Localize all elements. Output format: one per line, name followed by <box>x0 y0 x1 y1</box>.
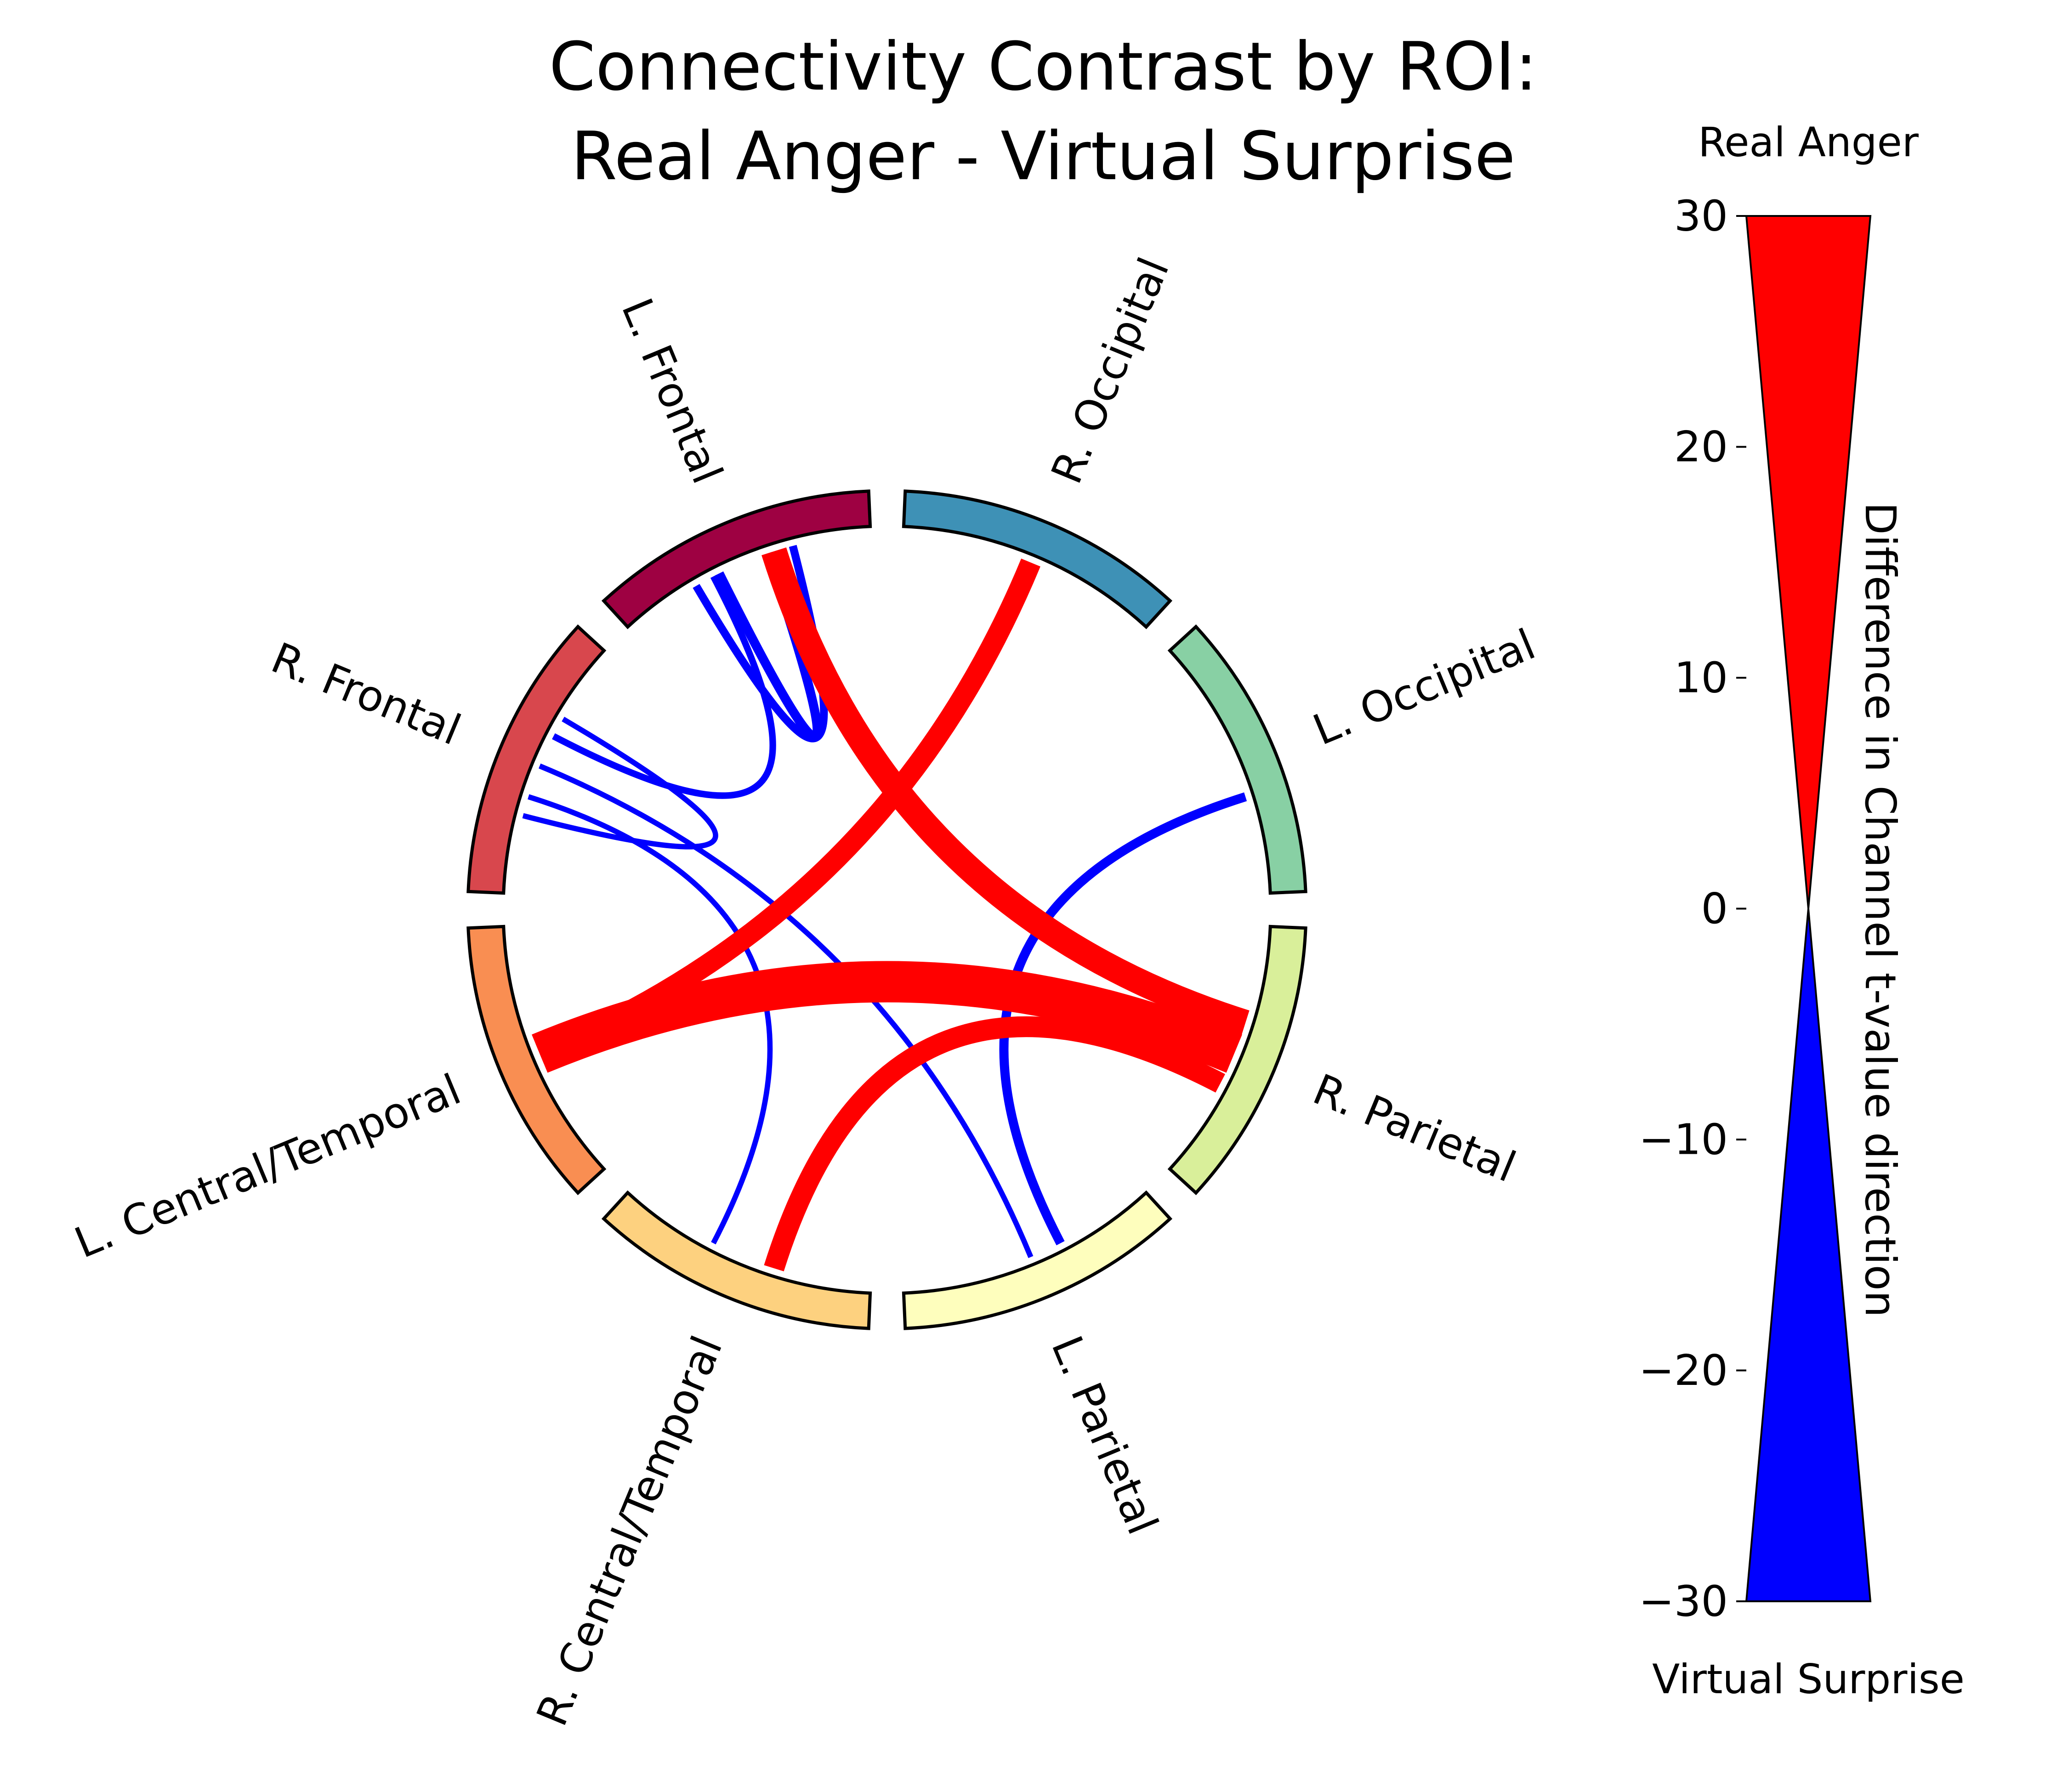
connection-r-central-temporal-to-r-parietal <box>764 1016 1225 1271</box>
colorbar-negative-wedge <box>1745 908 1872 1602</box>
roi-arc-l-frontal <box>601 489 872 629</box>
connection-l-central-temporal-to-r-parietal <box>532 961 1242 1073</box>
roi-label-l-occipital: L. Occipital <box>1307 620 1542 755</box>
roi-arc-r-central-temporal <box>601 1190 872 1330</box>
connection-r-frontal-to-l-parietal <box>539 763 1034 1258</box>
roi-arc-r-occipital <box>902 489 1173 629</box>
connection-l-frontal-to-r-parietal <box>761 547 1250 1035</box>
colorbar-tick-label: −30 <box>1639 1577 1728 1626</box>
colorbar-positive-wedge <box>1745 215 1872 909</box>
roi-arc-r-frontal <box>466 624 607 895</box>
colorbar-tick-label: 20 <box>1674 422 1728 471</box>
chord-diagram: L. Frontal R. Occipital L. Occipital R. Par… <box>68 251 1542 1733</box>
colorbar-tick-label: 10 <box>1674 653 1728 703</box>
title-line-1: Connectivity Contrast by ROI: <box>549 28 1538 106</box>
roi-arc-r-parietal <box>1167 924 1307 1196</box>
colorbar-tick-label: 0 <box>1701 884 1728 933</box>
title-line-2: Real Anger - Virtual Surprise <box>571 118 1515 195</box>
roi-label-r-occipital: R. Occipital <box>1042 251 1179 491</box>
connection-r-frontal-to-l-frontal <box>552 575 776 799</box>
connection-l-occipital-to-l-parietal <box>999 792 1247 1246</box>
colorbar-bottom-label: Virtual Surprise <box>1652 1656 1965 1703</box>
colorbar-tick-label: −10 <box>1639 1115 1728 1164</box>
roi-arc-l-parietal <box>902 1190 1173 1330</box>
roi-label-r-parietal: R. Parietal <box>1307 1065 1523 1192</box>
roi-arc-l-occipital <box>1167 624 1307 895</box>
roi-label-r-frontal: R. Frontal <box>265 633 468 755</box>
colorbar-wedges <box>1745 215 1872 1602</box>
roi-arc-l-central-temporal <box>466 924 607 1196</box>
colorbar-tick-label: −20 <box>1639 1346 1728 1395</box>
colorbar-tick-label: 30 <box>1674 192 1728 241</box>
colorbar: Real Anger Virtual Surprise 30 20 10 0 −10 −2… <box>1639 119 1965 1703</box>
colorbar-axis-label: Difference in Channel t-value direction <box>1856 502 1905 1317</box>
connection-r-frontal-to-r-frontal <box>522 716 718 850</box>
roi-label-l-frontal: L. Frontal <box>612 291 732 490</box>
roi-label-r-central-temporal: R. Central/Temporal <box>527 1329 732 1733</box>
connection-lines <box>522 544 1250 1271</box>
colorbar-top-label: Real Anger <box>1698 119 1919 166</box>
roi-label-l-central-temporal: L. Central/Temporal <box>68 1065 468 1268</box>
roi-arcs <box>466 489 1307 1330</box>
colorbar-ticks: 30 20 10 0 −10 −20 −30 <box>1639 192 1746 1626</box>
connection-r-frontal-to-r-central-temporal <box>528 794 773 1245</box>
roi-label-l-parietal: L. Parietal <box>1042 1329 1167 1542</box>
